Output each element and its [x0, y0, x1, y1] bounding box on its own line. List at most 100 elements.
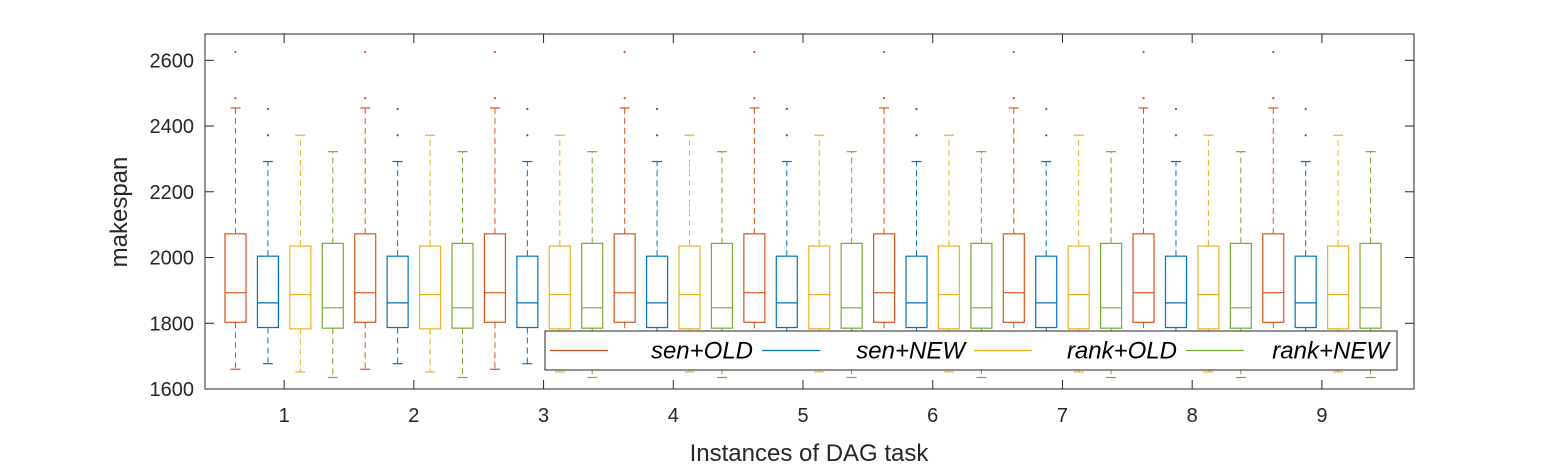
box-iqr: [645, 255, 669, 329]
outlier-point: [1142, 50, 1145, 54]
box-rank-new: [451, 151, 474, 379]
x-tick-label: 2: [408, 405, 419, 427]
outlier-point: [493, 50, 497, 54]
box-iqr: [418, 245, 442, 330]
outlier-point: [1045, 134, 1048, 137]
outlier-point: [785, 134, 788, 137]
outlier-point: [364, 96, 367, 100]
box-iqr: [613, 233, 636, 323]
box-sen-old: [483, 50, 507, 370]
outlier-point: [526, 107, 529, 111]
box-rank-new: [321, 151, 344, 379]
outlier-point: [1304, 107, 1307, 111]
legend-label: rank+OLD: [1067, 338, 1177, 365]
box-iqr: [905, 255, 928, 329]
box-group-6: [872, 50, 993, 379]
x-tick-label: 9: [1316, 405, 1327, 427]
box-group-9: [1262, 50, 1382, 379]
box-iqr: [1035, 255, 1058, 329]
box-iqr: [581, 242, 604, 329]
legend: sen+OLD sen+NEW rank+OLD rank+NEW: [544, 330, 1398, 371]
box-sen-new: [516, 107, 539, 365]
outlier-point: [1304, 134, 1307, 137]
outlier-point: [364, 50, 367, 54]
outlier-point: [526, 134, 529, 137]
box-iqr: [1229, 242, 1252, 329]
box-iqr: [386, 255, 409, 329]
outlier-point: [1045, 107, 1048, 111]
box-iqr: [548, 245, 571, 330]
outlier-point: [915, 107, 918, 111]
y-axis-label: makespan: [106, 157, 133, 268]
y-tick-label: 2600: [150, 50, 195, 72]
box-iqr: [1132, 233, 1155, 323]
outlier-point: [655, 134, 659, 137]
outlier-point: [266, 134, 270, 137]
outlier-point: [753, 50, 756, 54]
box-iqr: [451, 242, 474, 329]
box-sen-old: [224, 50, 247, 370]
outlier-point: [1272, 96, 1275, 100]
legend-label: sen+NEW: [856, 338, 967, 365]
outlier-point: [915, 134, 918, 137]
box-group-8: [1132, 50, 1252, 379]
x-tick-label: 6: [927, 405, 938, 427]
x-tick-label: 7: [1057, 405, 1068, 427]
box-sen-new: [256, 107, 280, 365]
box-iqr: [1262, 233, 1285, 323]
box-iqr: [808, 245, 831, 330]
box-iqr: [321, 242, 344, 329]
x-tick-label: 4: [668, 405, 679, 427]
outlier-point: [1272, 50, 1275, 54]
box-iqr: [678, 245, 701, 330]
y-tick-label: 2200: [150, 182, 195, 204]
y-tick-label: 2000: [150, 248, 195, 270]
box-iqr: [937, 245, 961, 330]
box-iqr: [775, 255, 798, 329]
outlier-point: [753, 96, 756, 100]
box-iqr: [256, 255, 280, 329]
x-tick-label: 5: [797, 405, 808, 427]
axes: 1600 1800 2000 2200 2400 2600 1 2 3 4 5 6 7 8 9: [150, 34, 1414, 427]
outlier-point: [623, 50, 626, 54]
box-iqr: [743, 233, 766, 323]
box-iqr: [1197, 245, 1220, 330]
box-iqr: [1359, 242, 1382, 329]
box-sen-old: [354, 50, 377, 370]
outlier-point: [396, 107, 399, 111]
box-iqr: [1067, 245, 1090, 330]
outlier-point: [1012, 50, 1015, 54]
outlier-point: [1174, 107, 1178, 111]
legend-label: sen+OLD: [651, 338, 753, 365]
outlier-point: [882, 50, 886, 54]
box-group-5: [743, 50, 863, 379]
outlier-point: [785, 107, 788, 111]
box-iqr: [840, 242, 863, 329]
outlier-point: [623, 96, 626, 100]
y-tick-label: 2400: [150, 116, 195, 138]
box-iqr: [970, 242, 993, 329]
box-iqr: [1164, 255, 1188, 329]
plot-frame: [204, 33, 1415, 390]
box-iqr: [483, 233, 507, 323]
outlier-point: [396, 134, 399, 137]
x-axis-label: Instances of DAG task: [690, 440, 930, 467]
outlier-point: [493, 96, 497, 100]
outlier-point: [266, 107, 270, 111]
box-iqr: [516, 255, 539, 329]
box-rank-new: [970, 151, 993, 379]
box-iqr: [224, 233, 247, 323]
box-sen-new: [386, 107, 409, 365]
box-group-2: [354, 50, 474, 379]
legend-box: [544, 330, 1398, 371]
box-iqr: [872, 233, 896, 323]
box-group-1: [224, 50, 344, 379]
box-sen-new: [645, 107, 669, 365]
box-rank-new: [1100, 151, 1123, 379]
box-iqr: [354, 233, 377, 323]
box-iqr: [1002, 233, 1025, 323]
box-iqr: [1327, 245, 1350, 330]
box-groups: [224, 50, 1382, 379]
